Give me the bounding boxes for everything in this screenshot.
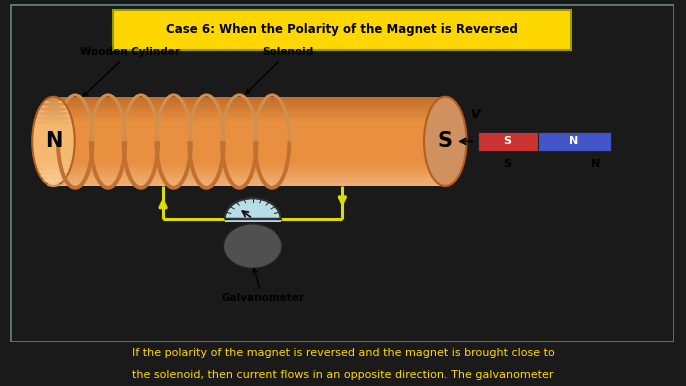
Bar [54,179,445,181]
Wedge shape [225,198,281,218]
Ellipse shape [37,169,69,174]
Ellipse shape [47,98,60,102]
Bar [225,218,281,222]
Bar [54,97,445,186]
Bar [54,106,445,108]
Text: Galvanometer: Galvanometer [221,268,304,303]
Text: V: V [471,108,480,121]
Bar [54,170,445,173]
Text: S: S [438,131,453,151]
Bar [54,115,445,117]
Bar [54,181,445,184]
Bar [54,110,445,112]
Ellipse shape [32,97,75,186]
Text: Wooden Cylinder: Wooden Cylinder [80,47,180,96]
Bar [54,117,445,119]
Bar [478,132,539,151]
Text: If the polarity of the magnet is reversed and the magnet is brought close to: If the polarity of the magnet is reverse… [132,348,554,358]
Ellipse shape [224,224,282,268]
Bar [54,103,445,106]
Text: N: N [569,136,579,146]
Bar [54,175,445,177]
Ellipse shape [43,102,64,107]
Bar [54,184,445,186]
Text: the solenoid, then current flows in an opposite direction. The galvanometer: the solenoid, then current flows in an o… [132,370,554,380]
Bar [54,168,445,170]
Bar [54,108,445,110]
FancyBboxPatch shape [113,10,571,50]
Text: S: S [504,159,512,169]
Ellipse shape [47,183,60,187]
Ellipse shape [37,111,69,116]
Ellipse shape [36,165,71,169]
Ellipse shape [43,178,64,183]
Text: N: N [45,131,62,151]
Bar [54,177,445,179]
Ellipse shape [424,97,466,186]
Ellipse shape [39,174,67,178]
Bar [54,112,445,115]
Text: S: S [504,136,512,146]
Ellipse shape [34,120,73,125]
Bar [54,97,445,99]
Bar [54,173,445,175]
Text: N: N [591,159,600,169]
Bar [54,119,445,121]
Bar [54,99,445,101]
Bar [539,132,611,151]
Text: Case 6: When the Polarity of the Magnet is Reversed: Case 6: When the Polarity of the Magnet … [167,24,518,36]
Ellipse shape [36,116,71,120]
Ellipse shape [39,107,67,111]
Bar [54,164,445,166]
Bar [54,166,445,168]
Text: Solenoid: Solenoid [246,47,314,94]
Bar [54,101,445,103]
